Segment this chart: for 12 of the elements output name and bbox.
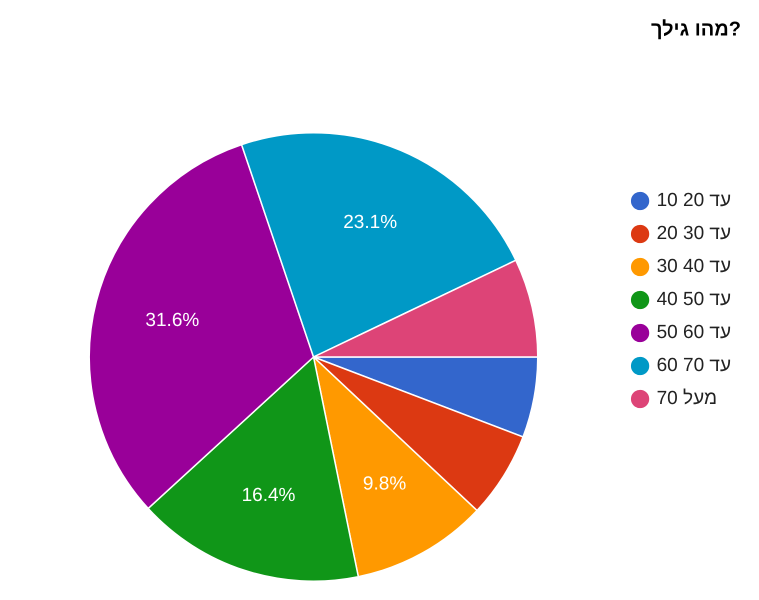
legend-label: 30 40 עד (656, 256, 732, 278)
data-label: 23.1% (343, 212, 398, 233)
legend-label: 40 50 עד (656, 289, 732, 310)
data-label: 9.8% (362, 474, 406, 495)
data-label: 31.6% (145, 310, 200, 331)
legend-label: 60 70 עד (656, 355, 732, 376)
data-label: 16.4% (242, 484, 296, 506)
legend-label: 20 30 עד (656, 223, 732, 244)
chart-title: מהו גילך? (650, 18, 741, 41)
legend-label: 10 20 עד (656, 190, 732, 212)
legend-label: מעל 70 (656, 388, 718, 410)
legend-label: 50 60 עד (656, 322, 732, 344)
